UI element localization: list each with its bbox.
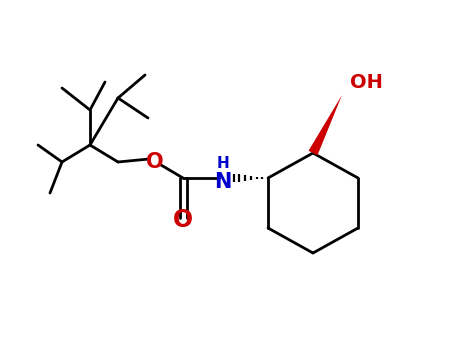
Polygon shape [308, 95, 342, 155]
Text: H: H [217, 155, 229, 170]
Text: O: O [146, 152, 164, 172]
Text: O: O [173, 208, 193, 232]
Text: OH: OH [350, 74, 383, 92]
Text: N: N [214, 172, 232, 192]
